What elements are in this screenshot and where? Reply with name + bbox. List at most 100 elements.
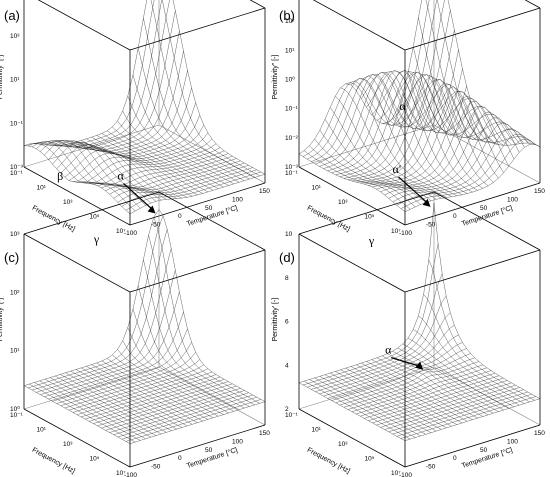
- box-edge: [433, 191, 541, 251]
- panel-label: (b): [279, 8, 295, 23]
- annotation-arrowhead: [147, 205, 156, 214]
- box-edge: [129, 7, 266, 51]
- box-edge: [158, 191, 266, 251]
- box-edge: [298, 408, 406, 468]
- annotation-arrow: [123, 183, 154, 211]
- chart-panel-2: (b)10⁻¹10¹10³10⁵10⁷-100-5005010015010⁻³1…: [272, 0, 545, 247]
- panel-label: (c): [4, 250, 19, 265]
- frequency-tick-label: 10⁻¹: [285, 412, 299, 419]
- frequency-tick-label: 10⁷: [116, 228, 126, 235]
- panel-label: (d): [279, 250, 295, 265]
- frequency-axis-label: Frequency [Hz]: [31, 205, 76, 233]
- box-edge: [298, 233, 406, 293]
- temperature-tick-label: 100: [507, 196, 518, 203]
- frequency-tick-label: 10⁻¹: [285, 170, 299, 177]
- temperature-tick-label: 150: [534, 430, 545, 437]
- panel-label: (a): [4, 8, 20, 23]
- box-edge: [23, 233, 131, 293]
- box-edge: [404, 182, 541, 226]
- box-edge: [129, 424, 266, 468]
- frequency-tick-label: 10³: [63, 199, 73, 206]
- temperature-tick-label: 150: [259, 430, 270, 437]
- permittivity-tick-label: 10²: [10, 289, 20, 296]
- box-back-edges: [298, 192, 541, 426]
- frequency-tick-label: 10⁵: [90, 456, 100, 463]
- box-front-edges: [298, 0, 541, 226]
- box-edge: [404, 249, 541, 293]
- temperature-tick-label: -100: [124, 230, 137, 237]
- permittivity-tick-label: 4: [285, 362, 289, 369]
- surface-mesh: [23, 209, 266, 444]
- annotation-arrowhead: [422, 198, 431, 207]
- frequency-tick-label: 10³: [338, 199, 348, 206]
- temperature-tick-label: 100: [232, 438, 243, 445]
- box-edge: [23, 191, 160, 235]
- peak-annotation: α: [399, 99, 406, 113]
- box-edge: [298, 166, 406, 226]
- permittivity-tick-label: 10³: [10, 33, 20, 40]
- temperature-tick-label: -100: [124, 472, 137, 477]
- frequency-tick-label: 10⁷: [391, 228, 401, 235]
- box-edge: [433, 124, 541, 184]
- chart-panel-1: (a)10⁻¹10¹10³10⁵10⁷-100-5005010015010⁻³1…: [0, 0, 270, 246]
- permittivity-axis-label: Permittivity' [-]: [0, 298, 4, 342]
- temperature-tick-label: -100: [399, 230, 412, 237]
- frequency-tick-label: 10⁵: [90, 214, 100, 221]
- box-edge: [404, 7, 541, 51]
- box-front-edges: [298, 191, 541, 468]
- permittivity-tick-label: 10⁻³: [10, 164, 24, 171]
- permittivity-tick-label: 10³: [10, 231, 20, 238]
- frequency-tick-label: 10¹: [37, 427, 47, 434]
- surface-mesh: [23, 0, 266, 214]
- surface-mesh: [298, 0, 541, 212]
- permittivity-tick-label: 10²: [285, 18, 295, 25]
- temperature-tick-label: 50: [480, 447, 488, 454]
- box-edge: [249, 0, 266, 9]
- box-edge: [23, 366, 160, 410]
- frequency-axis-label: Frequency [Hz]: [306, 447, 351, 475]
- temperature-tick-label: -100: [399, 472, 412, 477]
- temperature-tick-label: -50: [151, 222, 161, 229]
- temperature-tick-label: 50: [205, 447, 213, 454]
- frequency-tick-label: 10¹: [312, 427, 322, 434]
- box-edge: [37, 0, 131, 51]
- box-edge: [298, 366, 435, 410]
- temperature-tick-label: 50: [480, 205, 488, 212]
- permittivity-axis-label: Permittivity' [-]: [272, 298, 279, 342]
- temperature-tick-label: 0: [178, 455, 182, 462]
- temperature-tick-label: -50: [151, 464, 161, 471]
- frequency-tick-label: 10¹: [312, 185, 322, 192]
- peak-annotation: α: [385, 343, 392, 357]
- permittivity-tick-label: 10¹: [285, 47, 295, 54]
- peak-annotation: β: [57, 169, 63, 183]
- permittivity-axis-label: Permittivity" [-]: [0, 55, 4, 100]
- temperature-tick-label: 0: [453, 455, 457, 462]
- frequency-tick-label: 10⁵: [365, 456, 375, 463]
- temperature-tick-label: 0: [178, 213, 182, 220]
- frequency-tick-label: 10⁷: [116, 470, 126, 477]
- permittivity-tick-label: 10⁻¹: [285, 106, 299, 113]
- chart-panel-4: (d)10⁻¹10¹10³10⁵10⁷-100-5005010015024681…: [272, 162, 545, 477]
- permittivity-tick-label: 6: [285, 319, 289, 326]
- frequency-axis-label: Frequency [Hz]: [31, 447, 76, 475]
- permittivity-tick-label: 10¹: [10, 348, 20, 355]
- annotation-arrow: [398, 176, 429, 205]
- frequency-axis-label: Frequency [Hz]: [306, 205, 351, 233]
- peak-annotation: γ: [368, 233, 375, 247]
- frequency-tick-label: 10³: [63, 441, 73, 448]
- box-edge: [298, 191, 435, 235]
- annotation-arrowhead: [415, 361, 424, 370]
- box-edge: [312, 0, 406, 51]
- box-edge: [129, 182, 266, 226]
- frequency-tick-label: 10⁻¹: [10, 170, 24, 177]
- temperature-tick-label: 150: [534, 188, 545, 195]
- temperature-tick-label: 100: [507, 438, 518, 445]
- permittivity-tick-label: 10⁻¹: [10, 120, 24, 127]
- permittivity-tick-label: 10⁰: [10, 405, 20, 413]
- frequency-tick-label: 10⁷: [391, 470, 401, 477]
- box-front-edges: [23, 0, 266, 226]
- permittivity-axis-label: Permittivity" [-]: [272, 55, 279, 100]
- box-edge: [298, 124, 435, 168]
- permittivity-tick-label: 10⁻²: [285, 135, 299, 142]
